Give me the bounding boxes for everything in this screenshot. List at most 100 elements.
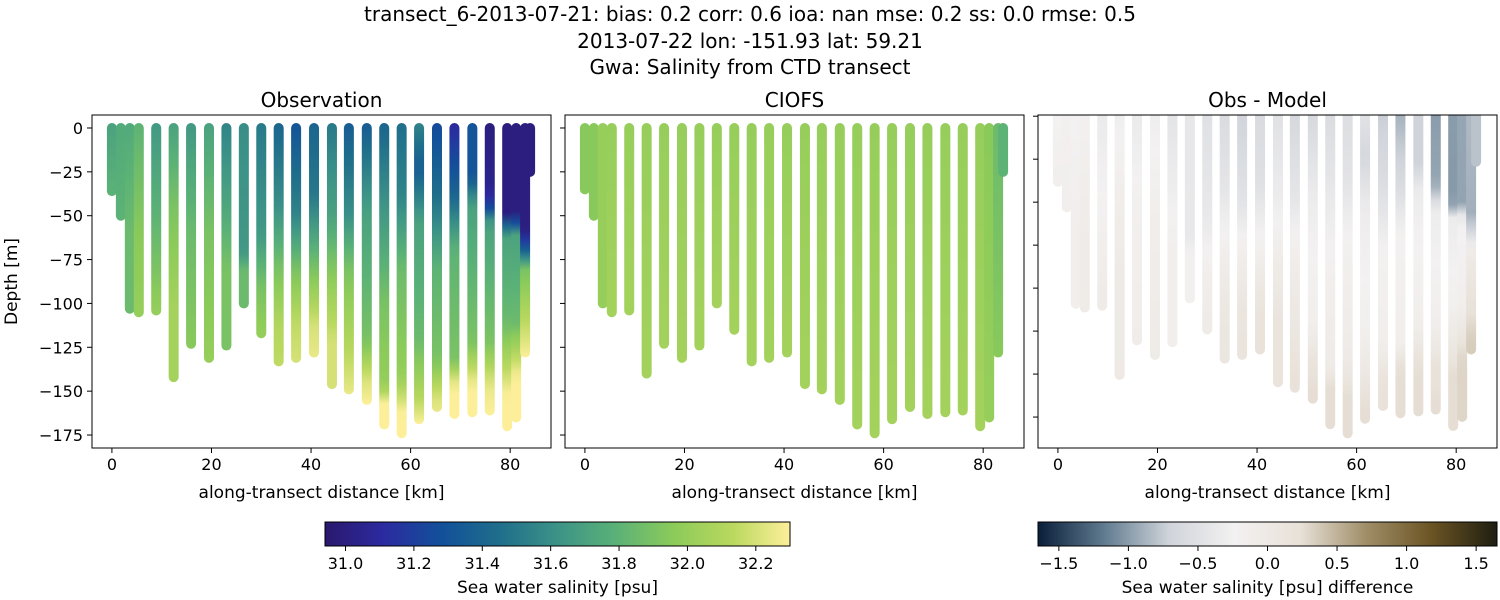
profile-mark bbox=[326, 122, 337, 390]
colorbar-label: Sea water salinity [psu] difference bbox=[1122, 578, 1414, 598]
profile-mark bbox=[764, 122, 775, 363]
panel-title: Obs - Model bbox=[1208, 88, 1327, 112]
profile-mark bbox=[597, 122, 608, 309]
difference-mark bbox=[1307, 115, 1318, 404]
difference-mark bbox=[1448, 115, 1459, 431]
difference-mark bbox=[1167, 115, 1178, 348]
profile-mark bbox=[606, 122, 617, 318]
profiles bbox=[1052, 115, 1482, 439]
difference-mark bbox=[1471, 115, 1482, 167]
x-tick-label: 40 bbox=[774, 455, 794, 474]
colorbar-tick-label: 31.2 bbox=[396, 554, 432, 573]
profile-mark bbox=[940, 122, 951, 418]
x-tick-label: 0 bbox=[107, 455, 117, 474]
profile-mark bbox=[676, 122, 687, 363]
x-tick-label: 60 bbox=[400, 455, 420, 474]
profile-mark bbox=[511, 122, 522, 423]
y-tick-label: 0 bbox=[73, 119, 83, 138]
profile-mark bbox=[221, 122, 232, 351]
profile-mark bbox=[309, 122, 320, 358]
panel-title: Observation bbox=[261, 88, 383, 112]
profiles bbox=[106, 122, 536, 439]
colorbar-tick-label: 1.5 bbox=[1463, 554, 1488, 573]
difference-mark bbox=[1395, 115, 1406, 419]
colorbar-label: Sea water salinity [psu] bbox=[457, 578, 658, 598]
colorbar-tick-label: −0.5 bbox=[1179, 554, 1218, 573]
profile-mark bbox=[998, 122, 1009, 177]
profile-mark bbox=[975, 122, 986, 432]
colorbar-tick-label: −1.0 bbox=[1109, 554, 1148, 573]
profile-mark bbox=[256, 122, 267, 339]
x-axis-label: along-transect distance [km] bbox=[672, 483, 918, 503]
x-tick-label: 40 bbox=[301, 455, 321, 474]
y-tick-label: −150 bbox=[39, 382, 83, 401]
profile-mark bbox=[520, 122, 531, 358]
colorbar-tick-label: 0.0 bbox=[1255, 554, 1280, 573]
y-tick-label: −75 bbox=[49, 251, 83, 270]
profile-mark bbox=[151, 122, 162, 316]
difference-mark bbox=[1272, 115, 1283, 388]
profile-mark bbox=[834, 122, 845, 405]
profiles bbox=[579, 122, 1009, 439]
difference-mark bbox=[1052, 115, 1063, 187]
x-tick-label: 40 bbox=[1247, 455, 1267, 474]
difference-mark bbox=[1237, 115, 1248, 360]
x-tick-label: 20 bbox=[1147, 455, 1167, 474]
profile-mark bbox=[993, 122, 1004, 358]
profile-mark bbox=[449, 122, 460, 419]
difference-mark bbox=[1219, 115, 1230, 364]
profile-mark bbox=[203, 122, 214, 363]
axes-frame bbox=[91, 114, 552, 449]
x-tick-label: 20 bbox=[674, 455, 694, 474]
difference-mark bbox=[1430, 115, 1441, 415]
panel-3: 0 20 40 60 80 Obs - Model along-transect dista… bbox=[1033, 88, 1498, 503]
profile-mark bbox=[904, 122, 915, 412]
suptitle-location: 2013-07-22 lon: -151.93 lat: 59.21 bbox=[577, 29, 923, 53]
difference-mark bbox=[1184, 115, 1195, 304]
profile-mark bbox=[984, 122, 995, 423]
profile-mark bbox=[124, 122, 135, 314]
profile-mark bbox=[957, 122, 968, 416]
profile-mark bbox=[641, 122, 652, 379]
axes-frame bbox=[564, 114, 1025, 449]
profile-mark bbox=[186, 122, 197, 349]
difference-mark bbox=[1325, 115, 1336, 430]
profile-mark bbox=[746, 122, 757, 367]
y-axis-label: Depth [m] bbox=[2, 238, 22, 325]
axes-frame bbox=[1037, 114, 1498, 449]
suptitle-description: Gwa: Salinity from CTD transect bbox=[589, 55, 911, 79]
profile-mark bbox=[414, 122, 425, 425]
colorbar-tick-label: 31.0 bbox=[328, 554, 364, 573]
panel-2: 0 20 40 60 80 CIOFS along-transect distance [k… bbox=[560, 88, 1025, 503]
profile-mark bbox=[694, 122, 705, 351]
y-tick-label: −125 bbox=[39, 338, 83, 357]
suptitle-stats: transect_6-2013-07-21: bias: 0.2 corr: 0… bbox=[364, 2, 1136, 26]
x-axis-label: along-transect distance [km] bbox=[1145, 483, 1391, 503]
x-tick-label: 0 bbox=[1053, 455, 1063, 474]
difference-mark bbox=[1466, 115, 1477, 355]
colorbar-tick-label: 31.4 bbox=[464, 554, 500, 573]
difference-mark bbox=[1202, 115, 1213, 335]
profile-mark bbox=[273, 122, 284, 367]
panel-1: 0 20 40 60 80 0 −25 −50 −75 −100 −125 −150 −175 Obser… bbox=[2, 88, 552, 503]
colorbar-2: −1.5 −1.0 −0.5 0.0 0.5 1.0 1.5 Sea water salini… bbox=[1037, 521, 1498, 598]
panel-title: CIOFS bbox=[765, 88, 824, 112]
x-axis-label: along-transect distance [km] bbox=[199, 483, 445, 503]
profile-mark bbox=[361, 122, 372, 405]
difference-mark bbox=[1149, 115, 1160, 360]
profile-mark bbox=[525, 122, 536, 177]
colorbar-tick-label: 31.6 bbox=[533, 554, 569, 573]
x-tick-label: 80 bbox=[500, 455, 520, 474]
profile-mark bbox=[431, 122, 442, 412]
colorbar-tick-label: 31.8 bbox=[601, 554, 637, 573]
colorbar-tick-label: 32.0 bbox=[670, 554, 706, 573]
difference-mark bbox=[1097, 115, 1108, 311]
profile-mark bbox=[238, 122, 249, 309]
colorbar-tick-label: 32.2 bbox=[738, 554, 774, 573]
profile-mark bbox=[852, 122, 863, 430]
x-tick-label: 80 bbox=[973, 455, 993, 474]
difference-mark bbox=[1255, 115, 1266, 355]
colorbar-tick-label: 0.5 bbox=[1324, 554, 1349, 573]
difference-mark bbox=[1413, 115, 1424, 417]
